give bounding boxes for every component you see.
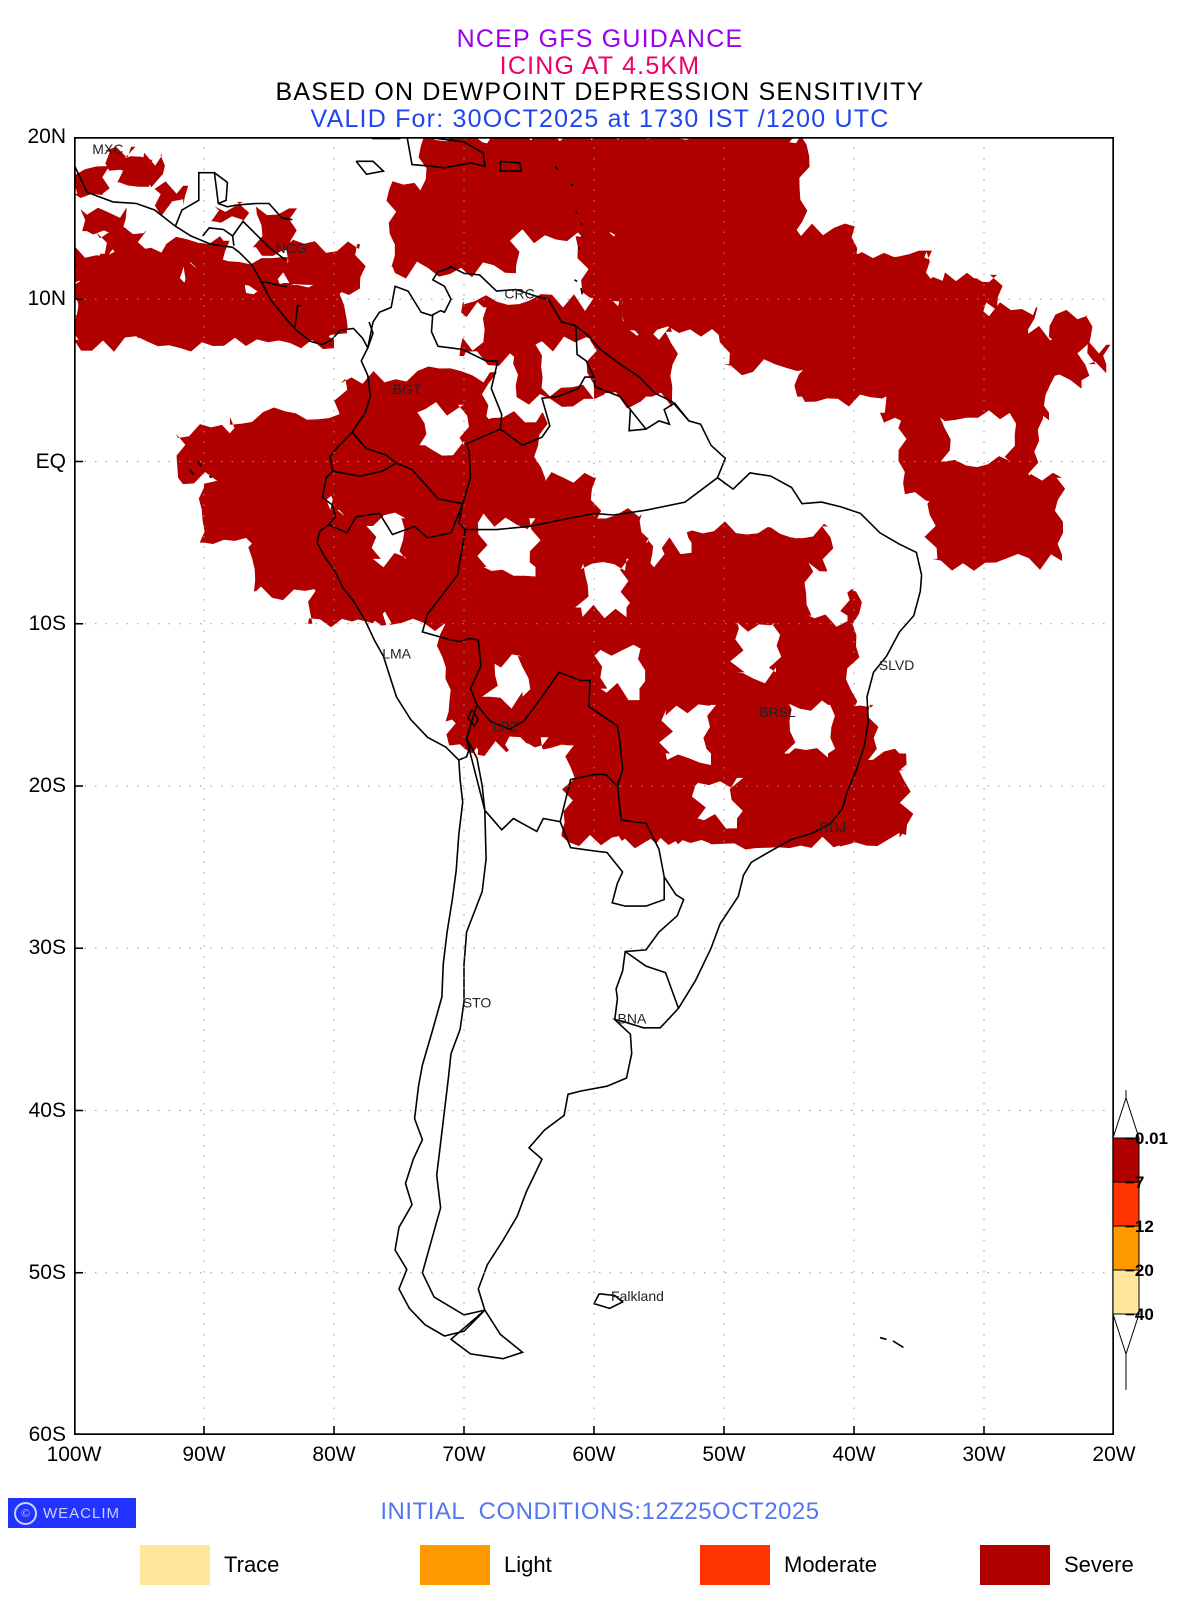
map-canvas: MXC NCG CRC BGT LMA LPZ BRSL SLVD RDJ STO BNA Falkl… bbox=[74, 137, 1114, 1435]
x-axis-label: 90W bbox=[159, 1444, 249, 1465]
city-label-mxc: MXC bbox=[92, 141, 123, 157]
colorbar: −0.01 −7 −12 −20 −40 bbox=[1095, 1090, 1195, 1390]
icing-contour-severe bbox=[925, 472, 1066, 571]
geo-boundary bbox=[581, 223, 582, 225]
x-axis-label: 20W bbox=[1069, 1444, 1159, 1465]
legend-label: Trace bbox=[224, 1552, 279, 1578]
geo-boundary bbox=[578, 247, 579, 249]
icing-gap bbox=[343, 619, 451, 749]
legend-label: Moderate bbox=[784, 1552, 877, 1578]
legend-label: Light bbox=[504, 1552, 552, 1578]
legend-item-severe: Severe bbox=[980, 1545, 1134, 1585]
icing-gap bbox=[434, 839, 665, 960]
icing-gap bbox=[456, 946, 732, 1121]
title-agency: NCEP GFS GUIDANCE bbox=[0, 26, 1200, 53]
y-axis-label: 10S bbox=[4, 613, 66, 634]
x-axis-label: 60W bbox=[549, 1444, 639, 1465]
colorbar-tick-label: −12 bbox=[1125, 1217, 1154, 1237]
y-axis-label: 10N bbox=[4, 288, 66, 309]
y-axis-label: 30S bbox=[4, 937, 66, 958]
legend-swatch bbox=[980, 1545, 1050, 1585]
x-axis-label: 80W bbox=[289, 1444, 379, 1465]
colorbar-tick-label: −0.01 bbox=[1125, 1129, 1168, 1149]
city-label-falkland: Falkland bbox=[611, 1288, 664, 1304]
legend-item-moderate: Moderate bbox=[700, 1545, 877, 1585]
x-axis-label: 100W bbox=[29, 1444, 119, 1465]
x-axis-label: 40W bbox=[809, 1444, 899, 1465]
legend-swatch bbox=[140, 1545, 210, 1585]
colorbar-tick-label: −20 bbox=[1125, 1261, 1154, 1281]
icing-contour-severe bbox=[653, 137, 797, 229]
icing-contour-severe bbox=[850, 251, 927, 301]
colorbar-tick-label: −7 bbox=[1125, 1173, 1144, 1193]
legend-swatch bbox=[420, 1545, 490, 1585]
city-label-bgt: BGT bbox=[393, 381, 422, 397]
colorbar-tick-label: −40 bbox=[1125, 1305, 1154, 1325]
icing-contour-severe bbox=[513, 326, 678, 408]
city-label-brsl: BRSL bbox=[759, 704, 796, 720]
geo-boundary bbox=[576, 212, 577, 214]
x-axis-label: 50W bbox=[679, 1444, 769, 1465]
y-axis-label: EQ bbox=[4, 451, 66, 472]
x-axis-label: 30W bbox=[939, 1444, 1029, 1465]
y-axis-label: 20N bbox=[4, 126, 66, 147]
city-label-lma: LMA bbox=[382, 646, 411, 662]
y-axis-label: 20S bbox=[4, 775, 66, 796]
title-block: NCEP GFS GUIDANCE ICING AT 4.5KM BASED O… bbox=[0, 26, 1200, 132]
severity-legend: Trace Light Moderate Severe bbox=[0, 1545, 1200, 1590]
city-label-lpz: LPZ bbox=[493, 719, 519, 735]
city-label-slvd: SLVD bbox=[879, 657, 915, 673]
legend-item-trace: Trace bbox=[140, 1545, 279, 1585]
title-validity: VALID For: 30OCT2025 at 1730 IST /1200 U… bbox=[0, 106, 1200, 133]
city-label-rdj: RDJ bbox=[819, 819, 846, 835]
x-axis-label: 70W bbox=[419, 1444, 509, 1465]
legend-swatch bbox=[700, 1545, 770, 1585]
title-method: BASED ON DEWPOINT DEPRESSION SENSITIVITY bbox=[0, 79, 1200, 106]
legend-item-light: Light bbox=[420, 1545, 552, 1585]
city-label-sto: STO bbox=[463, 994, 492, 1010]
y-axis-label: 40S bbox=[4, 1100, 66, 1121]
legend-label: Severe bbox=[1064, 1552, 1134, 1578]
y-axis-label: 60S bbox=[4, 1424, 66, 1445]
y-axis-label: 50S bbox=[4, 1262, 66, 1283]
title-product: ICING AT 4.5KM bbox=[0, 53, 1200, 80]
city-label-ncg: NCG bbox=[276, 240, 307, 256]
city-label-crc: CRC bbox=[504, 285, 534, 301]
initial-conditions: INITIAL CONDITIONS:12Z25OCT2025 bbox=[0, 1498, 1200, 1526]
map-plot[interactable]: MXC NCG CRC BGT LMA LPZ BRSL SLVD RDJ STO BNA Falkl… bbox=[74, 137, 1114, 1435]
city-label-bna: BNA bbox=[618, 1011, 647, 1027]
